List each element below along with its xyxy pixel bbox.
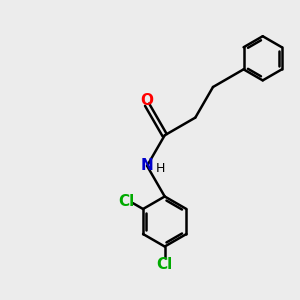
Text: Cl: Cl [118, 194, 134, 209]
Text: N: N [141, 158, 153, 173]
Text: O: O [141, 93, 154, 108]
Text: Cl: Cl [157, 257, 173, 272]
Text: H: H [156, 162, 165, 175]
